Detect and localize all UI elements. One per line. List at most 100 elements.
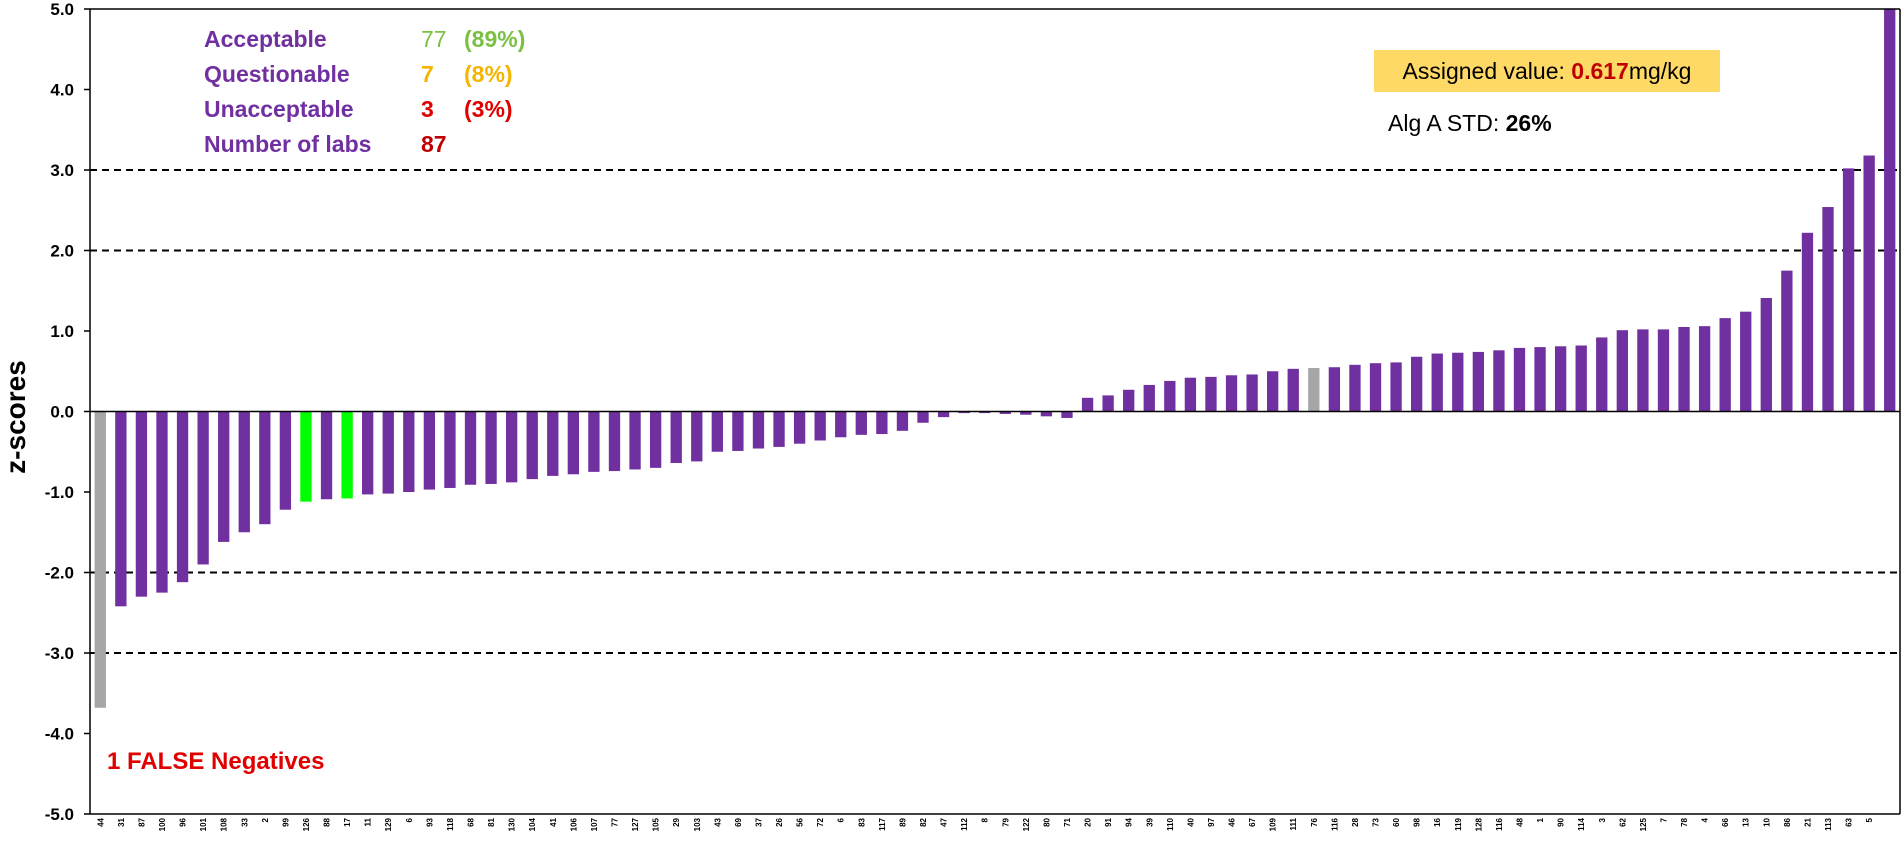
reference-lines <box>90 169 1900 654</box>
bar <box>588 411 600 472</box>
bar <box>1061 411 1073 418</box>
x-tick-label: 99 <box>281 817 290 826</box>
bars-group <box>94 9 1896 708</box>
x-tick-label: 117 <box>878 817 887 830</box>
bar <box>259 411 271 525</box>
x-tick-label: 129 <box>384 817 393 831</box>
bar <box>1513 347 1526 412</box>
bar <box>917 411 929 423</box>
x-tick-label: 107 <box>590 817 599 831</box>
bar <box>197 411 209 565</box>
bar <box>238 411 250 533</box>
bar <box>1246 374 1258 412</box>
false-negatives-annotation: 1 FALSE Negatives <box>107 748 325 775</box>
x-tick-label: 100 <box>158 817 167 831</box>
assigned-value-prefix: Assigned value: <box>1402 58 1572 84</box>
bar <box>526 411 538 480</box>
bar <box>176 411 189 583</box>
bar <box>135 411 148 597</box>
x-tick-label: 48 <box>1515 817 1524 826</box>
x-tick-label: 4 <box>1701 817 1710 822</box>
y-tick-label: 5.0 <box>50 0 74 19</box>
x-tick-label: 69 <box>734 817 743 826</box>
bar <box>1719 318 1731 412</box>
bar <box>1781 270 1793 412</box>
x-tick-label: 94 <box>1125 817 1134 826</box>
x-tick-label: 80 <box>1042 817 1051 826</box>
x-tick-label: 89 <box>898 817 907 826</box>
x-tick-label: 106 <box>569 817 578 831</box>
unacceptable-count: 3 <box>421 96 434 122</box>
std-prefix: Alg A STD: <box>1388 110 1506 136</box>
std-value: 26% <box>1505 110 1552 136</box>
bar <box>547 411 559 476</box>
bar <box>1740 311 1752 412</box>
x-tick-label: 113 <box>1824 817 1833 830</box>
x-tick-label: 105 <box>652 817 661 831</box>
x-tick-label: 1 <box>1536 817 1545 822</box>
x-tick-label: 93 <box>425 817 434 826</box>
bar <box>1328 367 1341 412</box>
bar <box>423 411 436 490</box>
x-tick-label: 109 <box>1269 817 1278 831</box>
bar <box>691 411 703 462</box>
assigned-value-unit: mg/kg <box>1628 58 1692 84</box>
x-tick-label: 37 <box>754 817 763 826</box>
bar <box>1102 395 1114 412</box>
unacceptable-pct: (3%) <box>464 96 513 122</box>
x-tick-label: 40 <box>1186 817 1195 826</box>
x-tick-label: 44 <box>96 817 105 826</box>
bar <box>773 411 785 447</box>
assigned-value-number: 0.617 <box>1571 58 1629 84</box>
bar <box>485 411 497 484</box>
bar <box>793 411 806 444</box>
x-tick-label: 82 <box>919 817 928 826</box>
x-tick-label: 116 <box>1495 817 1504 830</box>
x-tick-label: 16 <box>1433 817 1442 826</box>
x-tick-label: 7 <box>1659 817 1668 822</box>
bar <box>1657 329 1670 412</box>
x-tick-label: 11 <box>364 817 373 826</box>
x-tick-label: 78 <box>1680 817 1689 826</box>
bar <box>1040 411 1053 417</box>
bar <box>1863 155 1875 412</box>
assigned-value-box: Assigned value: 0.617mg/kg <box>1374 50 1720 92</box>
x-tick-label: 10 <box>1762 817 1771 826</box>
bar <box>1267 371 1279 412</box>
bar <box>711 411 723 452</box>
y-tick-label: 0.0 <box>50 403 74 422</box>
bar <box>876 411 888 435</box>
bar <box>94 411 106 708</box>
x-tick-label: 62 <box>1618 817 1627 826</box>
x-tick-label: 17 <box>343 817 352 826</box>
bar <box>1123 389 1135 412</box>
bar <box>444 411 456 488</box>
x-tick-label: 6 <box>405 817 414 822</box>
y-tick-label: 3.0 <box>50 161 74 180</box>
x-tick-label: 66 <box>1721 817 1730 826</box>
x-tick-label: 128 <box>1474 817 1483 831</box>
x-tick-label: 8 <box>981 817 990 822</box>
x-tick-label: 6 <box>837 817 846 822</box>
bar <box>1349 364 1361 412</box>
x-tick-label: 71 <box>1063 817 1072 826</box>
acceptable-count: 77 <box>421 26 447 52</box>
x-tick-label: 112 <box>960 817 969 830</box>
x-tick-label: 28 <box>1351 817 1360 826</box>
acceptable-label: Acceptable <box>204 26 327 52</box>
x-tick-label: 13 <box>1742 817 1751 826</box>
x-tick-label: 116 <box>1330 817 1339 830</box>
bar <box>814 411 826 441</box>
bar <box>1184 377 1197 412</box>
bar <box>629 411 641 470</box>
bar <box>1616 330 1628 412</box>
labs-count: 87 <box>421 131 447 157</box>
x-tick-label: 68 <box>467 817 476 826</box>
bar <box>1637 329 1649 412</box>
bar <box>1842 168 1855 412</box>
bar <box>1205 376 1217 412</box>
y-tick-label: -4.0 <box>45 725 74 744</box>
x-tick-label: 60 <box>1392 817 1401 826</box>
bar <box>1472 351 1485 412</box>
